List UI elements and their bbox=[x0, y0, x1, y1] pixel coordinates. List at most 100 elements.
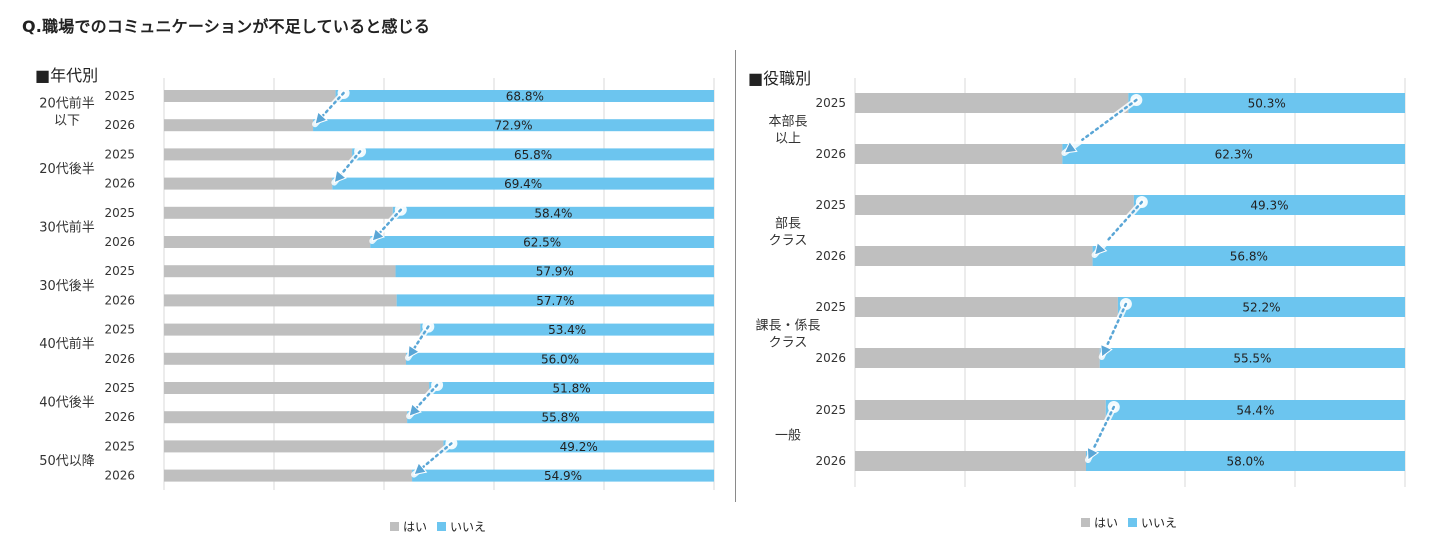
arrow-trail bbox=[1093, 405, 1116, 448]
panel-divider bbox=[735, 50, 736, 502]
data-label: 53.4% bbox=[548, 323, 586, 337]
data-label: 49.3% bbox=[1250, 199, 1288, 213]
data-label: 56.8% bbox=[1230, 250, 1268, 264]
bar-yes bbox=[855, 400, 1106, 420]
year-label: 2025 bbox=[104, 381, 135, 395]
bar-no bbox=[395, 265, 714, 278]
legend-label-yes: はい bbox=[403, 520, 428, 534]
arrow-trail bbox=[378, 208, 403, 235]
group-label: 40代前半 bbox=[39, 336, 95, 352]
bar-no bbox=[1128, 93, 1405, 113]
arrow-head bbox=[333, 169, 347, 184]
bar-no bbox=[352, 148, 714, 161]
bar-yes bbox=[164, 148, 353, 161]
data-label: 69.4% bbox=[504, 177, 542, 191]
bar-no bbox=[412, 469, 714, 482]
bar-yes bbox=[855, 451, 1086, 471]
year-label: 2025 bbox=[104, 439, 135, 453]
bar-no bbox=[1062, 144, 1405, 164]
legend-label-yes: はい bbox=[1094, 516, 1119, 530]
year-label: 2026 bbox=[104, 235, 135, 249]
group-label: 40代後半 bbox=[39, 396, 95, 411]
year-label: 2026 bbox=[104, 177, 135, 191]
bar-yes bbox=[164, 411, 408, 424]
bar-yes bbox=[164, 90, 336, 102]
data-label: 52.2% bbox=[1242, 301, 1280, 315]
bar-yes bbox=[164, 382, 430, 394]
data-label: 49.2% bbox=[560, 440, 598, 454]
data-label: 50.3% bbox=[1248, 97, 1286, 111]
data-label: 58.4% bbox=[534, 206, 572, 220]
bar-yes bbox=[164, 352, 406, 365]
group-label: 課長・係長 bbox=[755, 318, 820, 334]
bar-no bbox=[443, 440, 714, 453]
bar-no bbox=[406, 352, 714, 365]
year-label: 2026 bbox=[815, 249, 846, 263]
group-label: クラス bbox=[769, 336, 808, 351]
year-label: 2025 bbox=[815, 403, 846, 417]
position-legend: はい いいえ bbox=[1081, 514, 1177, 531]
group-label: 以下 bbox=[54, 114, 80, 129]
data-label: 58.0% bbox=[1226, 455, 1264, 469]
bar-yes bbox=[164, 119, 314, 132]
year-label: 2026 bbox=[815, 454, 846, 468]
group-label: クラス bbox=[769, 234, 808, 249]
arrow-head bbox=[314, 111, 328, 125]
year-label: 2025 bbox=[104, 89, 135, 103]
year-label: 2026 bbox=[104, 410, 135, 424]
arrow-head bbox=[1063, 140, 1078, 154]
arrow-trail bbox=[339, 150, 362, 177]
arrow-head bbox=[1086, 446, 1100, 461]
data-label: 55.5% bbox=[1233, 352, 1271, 366]
legend-label-no: いいえ bbox=[450, 520, 487, 534]
arrow-trail bbox=[1105, 200, 1144, 243]
page-title: Q.職場でのコミュニケーションが不足していると感じる bbox=[22, 17, 431, 36]
legend-swatch-yes bbox=[390, 522, 399, 531]
year-label: 2025 bbox=[815, 96, 846, 110]
legend-item-yes: はい bbox=[390, 518, 427, 535]
bar-no bbox=[396, 294, 714, 307]
bar-no bbox=[1133, 195, 1405, 215]
bar-yes bbox=[855, 93, 1129, 113]
bar-yes bbox=[855, 348, 1100, 368]
bar-no bbox=[429, 382, 714, 394]
bar-no bbox=[1086, 451, 1405, 471]
year-label: 2026 bbox=[815, 351, 846, 365]
data-label: 72.9% bbox=[494, 119, 532, 133]
bar-yes bbox=[855, 297, 1118, 317]
group-label: 50代以降 bbox=[39, 454, 95, 469]
arrow-head bbox=[413, 461, 428, 476]
age-chart-title: ■年代別 bbox=[35, 66, 99, 85]
year-label: 2025 bbox=[104, 264, 135, 278]
group-label: 本部長 bbox=[768, 115, 807, 130]
bar-yes bbox=[164, 236, 371, 248]
data-label: 51.8% bbox=[552, 382, 590, 396]
arrow-head bbox=[1093, 241, 1108, 256]
bar-no bbox=[370, 236, 714, 248]
group-label: 20代前半 bbox=[39, 96, 95, 112]
year-label: 2026 bbox=[104, 352, 135, 366]
legend-swatch-no bbox=[437, 522, 447, 531]
bar-yes bbox=[855, 246, 1093, 266]
bar-yes bbox=[164, 440, 444, 453]
data-label: 57.7% bbox=[536, 294, 574, 308]
data-label: 54.4% bbox=[1236, 404, 1274, 418]
arrow-head bbox=[1100, 343, 1113, 358]
group-label: 30代後半 bbox=[39, 279, 95, 294]
data-label: 54.9% bbox=[544, 469, 582, 483]
bar-no bbox=[332, 177, 714, 190]
year-label: 2025 bbox=[104, 323, 135, 337]
year-label: 2026 bbox=[104, 293, 135, 307]
bar-no bbox=[335, 90, 714, 102]
arrow-trail bbox=[422, 442, 453, 469]
arrow-trail bbox=[411, 325, 430, 352]
year-label: 2026 bbox=[815, 147, 846, 161]
data-label: 55.8% bbox=[541, 411, 579, 425]
data-label: 65.8% bbox=[514, 148, 552, 162]
bar-yes bbox=[164, 265, 396, 278]
year-label: 2025 bbox=[104, 206, 135, 220]
age-chart: 2025 68.8% 2026 72.9% 2025 65.8% 2026 69.4% 2025… bbox=[39, 78, 715, 490]
arrow-head bbox=[371, 227, 386, 242]
legend-swatch-yes bbox=[1081, 518, 1090, 527]
